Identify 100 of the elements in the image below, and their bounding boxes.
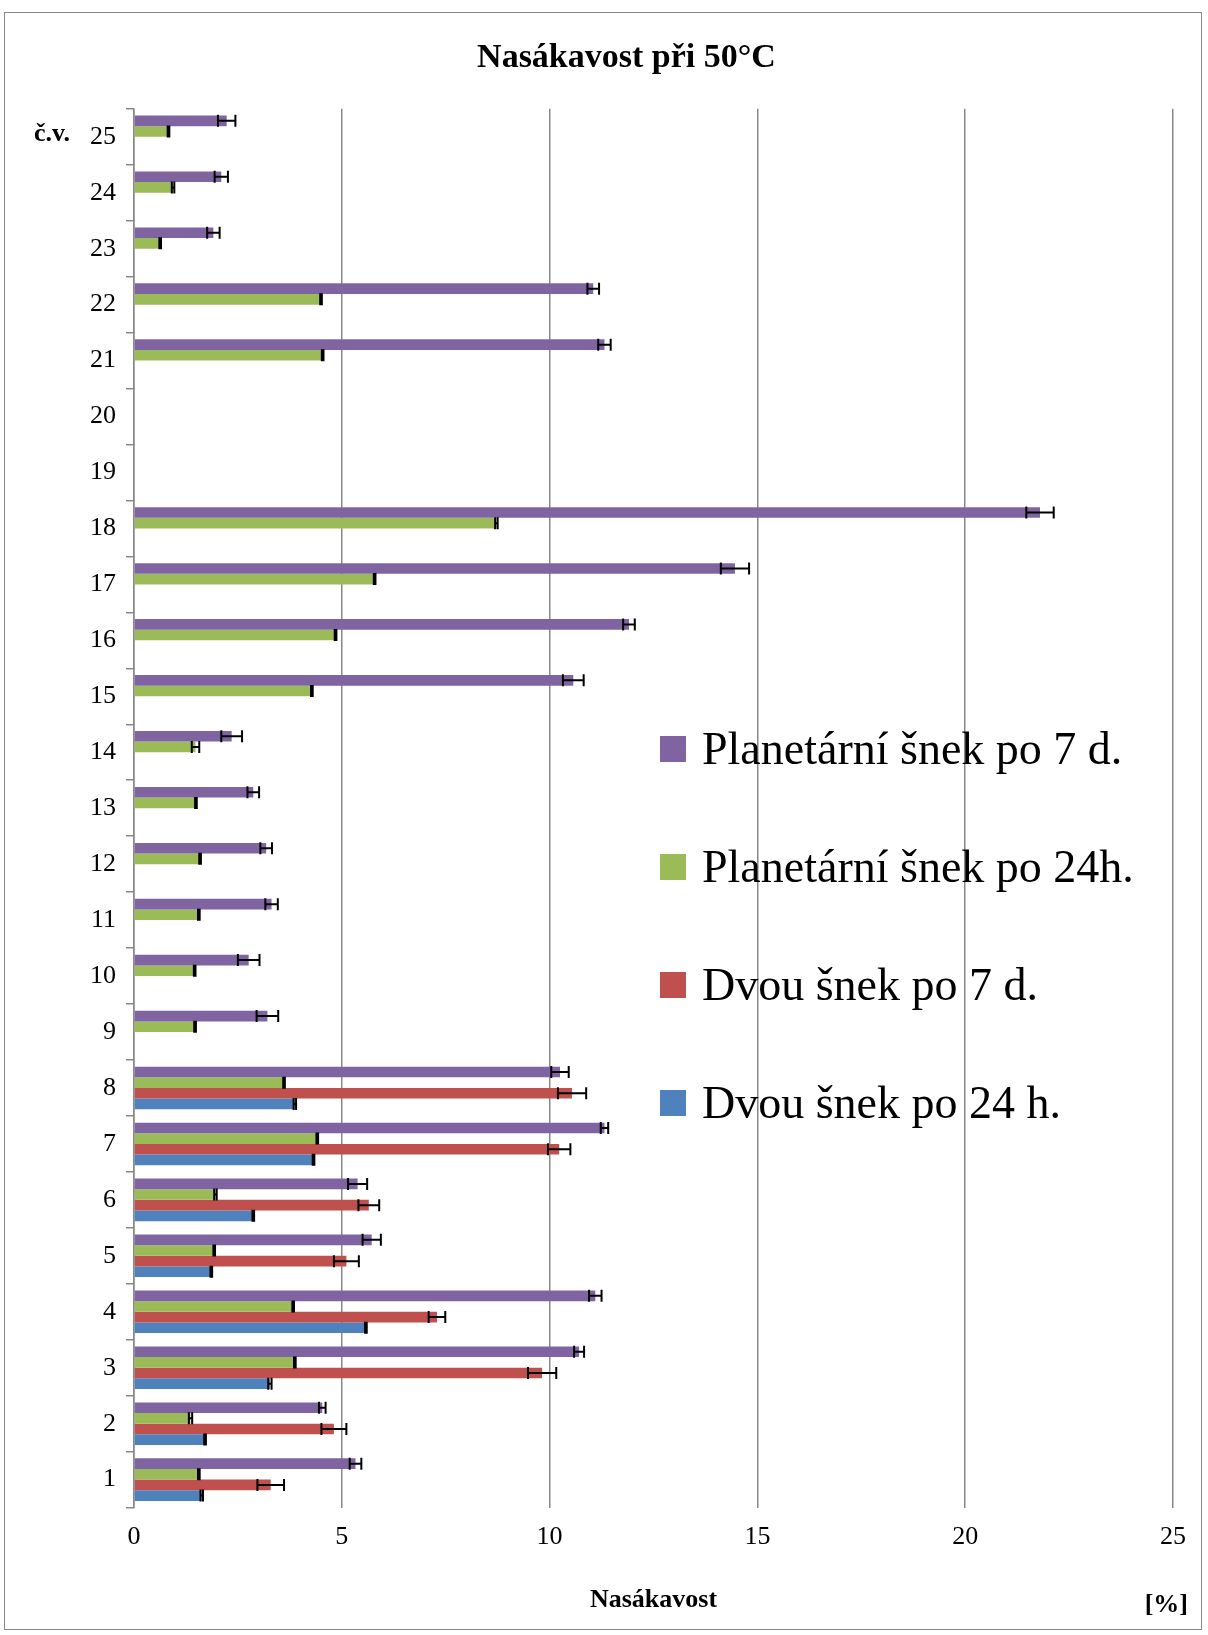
- y-axis-title: č.v.: [34, 117, 71, 147]
- bar: [134, 1234, 372, 1246]
- y-tick-label: 10: [90, 959, 116, 989]
- y-tick-label: 19: [90, 456, 116, 486]
- bar: [134, 1189, 216, 1200]
- x-axis-title: Nasákavost: [589, 1584, 718, 1614]
- bar: [134, 1077, 285, 1088]
- bar: [134, 1434, 206, 1445]
- bar: [134, 1066, 560, 1078]
- bar: [134, 1122, 605, 1134]
- bar: [134, 1357, 295, 1368]
- bar: [134, 1378, 270, 1389]
- bar: [134, 1423, 334, 1435]
- bar: [134, 238, 161, 249]
- x-tick-label: 20: [952, 1521, 979, 1551]
- y-tick-label: 20: [90, 400, 116, 430]
- bar: [134, 1367, 543, 1379]
- bar: [134, 1266, 212, 1278]
- y-tick-label: 18: [90, 512, 116, 542]
- bar: [134, 1490, 202, 1501]
- bar: [134, 294, 322, 305]
- bar: [134, 965, 195, 977]
- bar: [134, 349, 323, 361]
- y-tick-label: 6: [103, 1183, 116, 1213]
- bar: [134, 1413, 191, 1424]
- bar: [134, 842, 267, 854]
- y-tick-label: 8: [103, 1071, 116, 1101]
- bar: [134, 1290, 596, 1302]
- bar: [134, 1143, 560, 1155]
- bar: [134, 954, 249, 966]
- y-tick-label: 4: [103, 1295, 116, 1325]
- bar: [134, 1154, 314, 1166]
- y-tick-label: 22: [90, 288, 116, 318]
- bar: [134, 517, 497, 529]
- bar: [134, 283, 594, 294]
- bar: [134, 1178, 358, 1190]
- bar: [134, 126, 169, 137]
- y-tick-label: 14: [90, 736, 116, 766]
- legend-label: Dvou šnek po 7 d.: [702, 958, 1039, 1012]
- bar: [134, 619, 629, 630]
- y-tick-label: 13: [90, 792, 116, 822]
- y-tick-label: 25: [90, 120, 116, 150]
- legend-label: Dvou šnek po 24 h.: [702, 1076, 1062, 1130]
- y-tick-label: 21: [90, 344, 116, 374]
- bar: [134, 786, 254, 798]
- bar: [134, 1199, 369, 1211]
- y-tick-label: 16: [90, 624, 116, 654]
- y-tick-label: 17: [90, 568, 116, 598]
- bar: [134, 898, 272, 910]
- bar: [134, 675, 574, 686]
- bar: [134, 1255, 347, 1267]
- x-tick-label: 0: [127, 1521, 141, 1551]
- bar: [134, 797, 196, 809]
- bar: [134, 1301, 294, 1312]
- bar: [134, 227, 214, 239]
- y-tick-label: 12: [90, 847, 116, 877]
- bar: [134, 182, 174, 193]
- bar: [134, 685, 312, 697]
- bar: [134, 1098, 295, 1110]
- y-tick-label: 9: [103, 1015, 116, 1045]
- bar: [134, 339, 605, 350]
- bar: [134, 1468, 199, 1480]
- y-tick-label: 3: [103, 1351, 116, 1381]
- bar: [134, 1021, 196, 1033]
- bar: [134, 115, 227, 127]
- chart-title: Nasákavost při 50°C: [477, 37, 776, 75]
- bar: [134, 741, 196, 753]
- bar: [134, 1210, 254, 1222]
- text: [%]: [1144, 1588, 1188, 1618]
- x-tick-label: 25: [1160, 1521, 1186, 1551]
- y-tick-label: 7: [103, 1127, 116, 1157]
- bar: [134, 853, 201, 865]
- legend-label: Planetární šnek po 24h.: [702, 840, 1134, 894]
- y-tick-label: 2: [103, 1407, 116, 1437]
- y-tick-label: 23: [90, 232, 116, 262]
- bar: [134, 1245, 215, 1256]
- x-tick-label: 5: [335, 1521, 349, 1551]
- bar: [134, 1346, 580, 1358]
- bar: [134, 171, 222, 183]
- x-tick-label: 10: [536, 1521, 563, 1551]
- y-tick-label: 5: [103, 1239, 116, 1269]
- bar: [134, 1311, 437, 1323]
- bar: [134, 1087, 573, 1099]
- bar: [134, 909, 199, 921]
- bar: [134, 629, 336, 641]
- bar: [134, 507, 1041, 518]
- bar: [134, 730, 232, 742]
- bar: [134, 1322, 366, 1334]
- y-tick-label: 15: [90, 680, 116, 710]
- x-tick-label: 15: [744, 1521, 771, 1551]
- bar: [134, 563, 735, 574]
- bar: [134, 1402, 323, 1414]
- bar: [134, 1479, 271, 1491]
- bar: [134, 1458, 356, 1469]
- bar: [134, 1133, 318, 1144]
- y-tick-label: 1: [103, 1463, 116, 1493]
- legend-label: Planetární šnek po 7 d.: [702, 722, 1123, 776]
- y-tick-label: 24: [90, 176, 116, 206]
- bar: [134, 573, 375, 585]
- bar: [134, 1010, 268, 1022]
